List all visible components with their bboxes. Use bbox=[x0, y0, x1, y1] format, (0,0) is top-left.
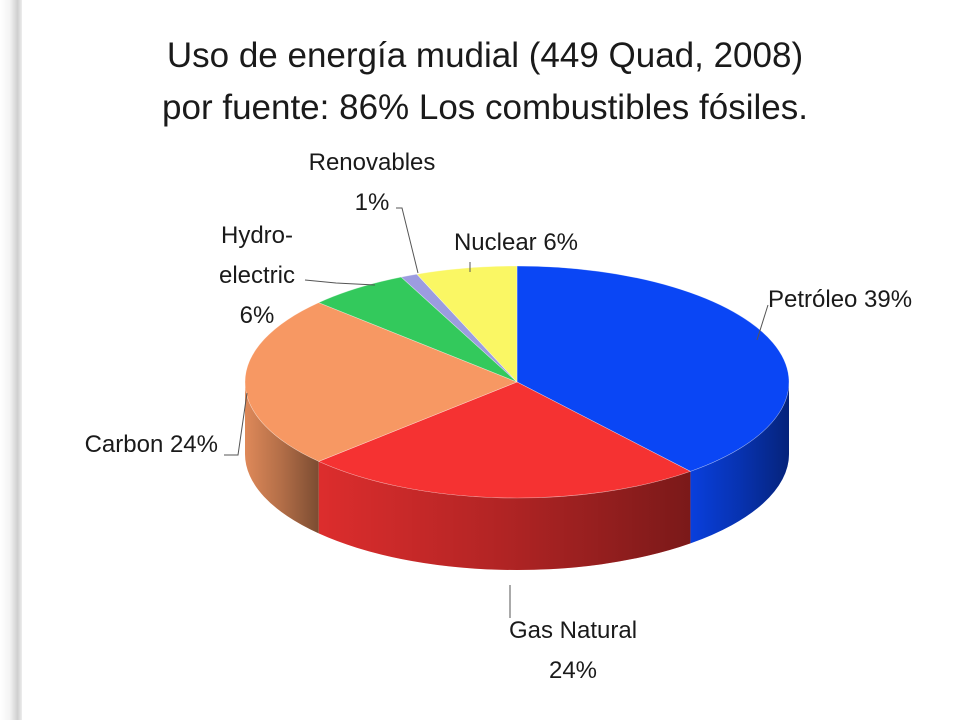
pie-side-shade-gas-natural bbox=[318, 461, 691, 570]
data-label-hydro-electric-line-1: Hydro- bbox=[221, 222, 293, 249]
pie-slice-carbon bbox=[244, 302, 518, 462]
data-label-renovables-line-1: Renovables bbox=[309, 149, 436, 176]
data-label-gas-natural-line-2: 24% bbox=[549, 657, 597, 684]
pie-side-shade-carbon bbox=[245, 382, 319, 534]
leader-line-petroleo bbox=[756, 304, 769, 341]
pie-tops bbox=[244, 265, 790, 499]
data-label-gas-natural-line-1: Gas Natural bbox=[509, 617, 637, 644]
chart-title-line-1: Uso de energía mudial (449 Quad, 2008) bbox=[166, 36, 804, 75]
data-label-petroleo: Petróleo 39% bbox=[768, 286, 912, 313]
data-label-carbon: Carbon 24% bbox=[85, 431, 218, 458]
data-label-nuclear: Nuclear 6% bbox=[454, 229, 578, 256]
data-label-hydro-electric-line-2: electric bbox=[219, 262, 295, 289]
pie-slice-petroleo bbox=[516, 265, 790, 472]
leader-line-renovables bbox=[396, 207, 419, 274]
pie-slice-gas-natural bbox=[317, 381, 692, 499]
chart-title-line-2: por fuente: 86% Los combustibles fósiles… bbox=[162, 88, 808, 127]
pie-labels: Petróleo 39% Gas Natural 24% Carbon 24% Hydr… bbox=[85, 149, 913, 684]
data-label-hydro-electric-line-3: 6% bbox=[240, 302, 275, 329]
pie-slice-nuclear bbox=[416, 265, 518, 383]
slide-left-edge bbox=[0, 0, 22, 720]
pie-sides bbox=[245, 382, 789, 570]
pie-side-shade-petroleo bbox=[690, 382, 789, 544]
chart-title: Uso de energía mudial (449 Quad, 2008) p… bbox=[60, 30, 910, 134]
data-label-renovables-line-2: 1% bbox=[355, 189, 390, 216]
leader-line-carbon bbox=[224, 392, 248, 456]
leader-line-hydro-electric bbox=[304, 279, 376, 286]
pie-leader-lines bbox=[224, 207, 769, 618]
